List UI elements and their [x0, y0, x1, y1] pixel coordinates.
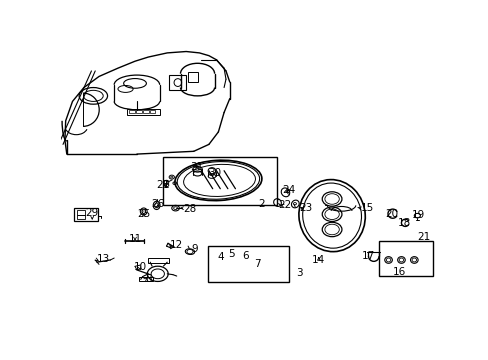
Bar: [148, 258, 169, 263]
Bar: [149, 110, 155, 113]
Bar: [77, 215, 85, 219]
Text: 29: 29: [85, 208, 99, 218]
Bar: [142, 110, 148, 113]
Bar: [208, 246, 288, 282]
Text: 2: 2: [258, 199, 264, 209]
Bar: [163, 157, 277, 205]
Bar: [379, 242, 432, 276]
Bar: [139, 276, 153, 281]
Text: 7: 7: [254, 258, 260, 269]
Text: 19: 19: [411, 210, 424, 220]
Text: 14: 14: [311, 255, 325, 265]
Bar: [169, 75, 186, 90]
Text: 20: 20: [384, 209, 397, 219]
Text: 10: 10: [133, 262, 146, 272]
Text: 3: 3: [296, 268, 302, 278]
Text: 17: 17: [361, 251, 374, 261]
Text: 16: 16: [392, 267, 405, 277]
Text: 28: 28: [183, 204, 196, 214]
Text: 13: 13: [97, 255, 110, 264]
Bar: [136, 110, 142, 113]
Text: 30: 30: [207, 168, 221, 178]
Bar: [129, 110, 135, 113]
Text: 26: 26: [151, 199, 164, 209]
Text: 25: 25: [137, 209, 150, 219]
Text: 6: 6: [242, 251, 248, 261]
Text: 12: 12: [170, 240, 183, 250]
Text: 8: 8: [145, 274, 152, 284]
Bar: [77, 210, 85, 215]
Text: 4: 4: [217, 252, 223, 262]
Bar: [74, 208, 98, 221]
Text: 15: 15: [360, 203, 373, 213]
Text: 5: 5: [228, 249, 235, 260]
Text: 21: 21: [417, 232, 430, 242]
Text: 23: 23: [298, 203, 311, 213]
Text: 24: 24: [281, 185, 295, 194]
Text: 31: 31: [190, 162, 203, 172]
Text: 22: 22: [278, 199, 291, 210]
Text: 1: 1: [162, 180, 169, 190]
Text: 27: 27: [156, 180, 169, 190]
Text: 11: 11: [128, 234, 142, 244]
Bar: [127, 109, 159, 115]
Bar: [188, 72, 197, 82]
Text: 18: 18: [397, 219, 410, 228]
Text: 9: 9: [191, 244, 197, 254]
